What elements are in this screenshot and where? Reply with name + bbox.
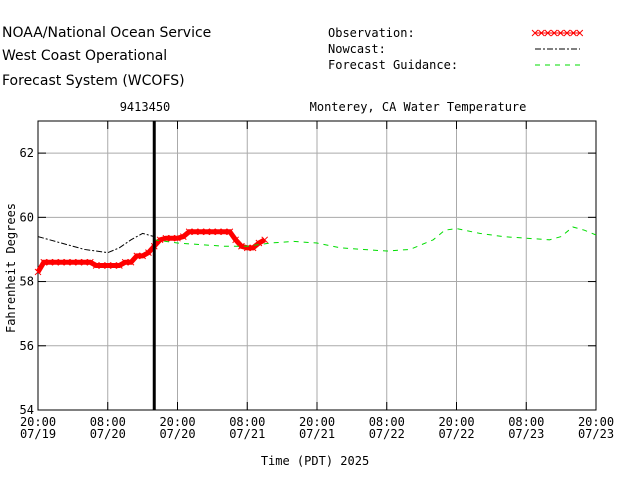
data-point [179,233,187,240]
y-tick-label: 54 [20,403,34,417]
legend-marker [563,29,571,37]
series-line [37,232,155,254]
x-tick-label: 08:00 07/23 [508,415,544,441]
data-point [63,258,71,266]
legend-marker [544,29,552,37]
plot-frame [37,120,597,411]
data-point [52,258,59,266]
legend-label: Forecast Guidance: [328,58,458,72]
data-point [197,228,205,236]
legend-marker [576,29,584,37]
x-tick-label: 08:00 07/20 [90,415,126,441]
y-axis-label: Fahrenheit Degrees [4,203,18,333]
legend-label: Observation: [328,26,415,40]
data-point [98,262,106,269]
y-tick-label: 56 [20,339,34,353]
title-line: Forecast System (WCOFS) [2,73,185,89]
data-point [116,262,123,269]
data-point [220,228,228,236]
x-tick-label: 20:00 07/22 [438,415,474,441]
legend-marker [557,29,564,37]
x-tick-label: 20:00 07/19 [20,415,56,441]
data-point [261,236,269,244]
data-point [185,228,193,236]
data-point [174,234,181,242]
data-point [40,258,48,266]
data-point [104,262,112,269]
data-point [133,252,141,260]
data-point [232,236,239,244]
station-id: 9413450 [120,100,171,114]
x-tick-label: 08:00 07/21 [229,415,265,441]
x-tick-label: 20:00 07/23 [578,415,614,441]
x-tick-label: 20:00 07/20 [159,415,195,441]
data-point [110,262,117,269]
series-line [35,229,266,274]
data-point [249,244,257,252]
x-tick-label: 20:00 07/21 [299,415,335,441]
data-point [203,228,210,236]
data-point [81,258,88,266]
title-line: NOAA/National Ocean Service [2,25,211,41]
data-point [214,228,222,236]
data-point [145,249,152,257]
data-point [86,258,94,266]
x-tick-label: 08:00 07/22 [369,415,405,441]
data-point [121,258,129,266]
legend-marker [550,29,558,37]
data-point [238,242,245,250]
data-point [75,258,83,266]
y-tick-label: 62 [20,146,34,160]
data-point [46,258,53,266]
subtitle: Monterey, CA Water Temperature [310,100,527,114]
y-tick-label: 58 [20,275,34,289]
data-point [191,228,199,236]
data-point [69,258,77,266]
data-point [226,228,234,236]
data-point [34,268,42,276]
data-point [209,228,216,236]
title-line: West Coast Operational [2,48,167,64]
data-point [127,258,135,266]
data-point [168,234,176,242]
legend-marker [531,29,539,37]
data-point [139,252,146,260]
legend-marker [538,29,545,37]
data-point [57,258,65,266]
data-point [162,234,170,242]
data-point [92,262,100,269]
legend-marker [570,29,577,37]
data-point [156,236,164,244]
y-tick-label: 60 [20,210,34,224]
x-axis-label: Time (PDT) 2025 [261,454,369,468]
legend-label: Nowcast: [328,42,386,56]
